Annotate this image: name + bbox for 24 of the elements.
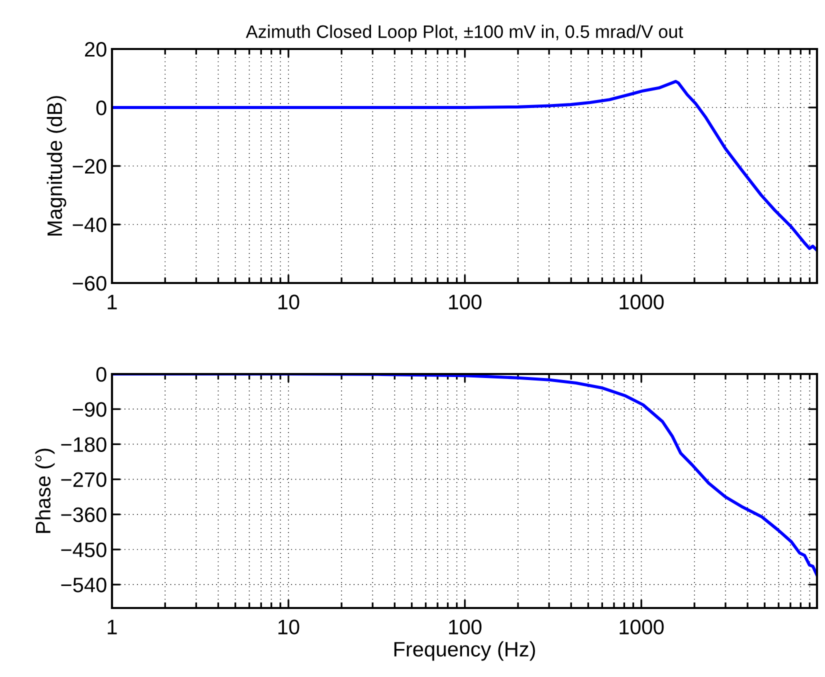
y-tick-label: −90 <box>72 402 106 417</box>
y-tick-label: −40 <box>72 218 106 232</box>
y-tick-label: 0 <box>96 367 106 382</box>
x-tick-label: 1000 <box>620 294 664 310</box>
chart-title: Azimuth Closed Loop Plot, ±100 mV in, 0.5 mrad/V out <box>246 24 684 42</box>
y-tick-label: −450 <box>61 542 106 558</box>
y-tick-label: −540 <box>61 578 106 592</box>
x-tick-label: 1 <box>108 620 117 634</box>
y-axis-title: Phase (°) <box>35 448 55 533</box>
y-tick-label: −180 <box>61 437 106 452</box>
x-tick-label: 100 <box>449 294 482 310</box>
y-tick-label: −270 <box>61 472 106 488</box>
y-tick-label: −20 <box>72 159 106 174</box>
x-tick-label: 1 <box>108 294 117 310</box>
y-axis-title: Magnitude (dB) <box>46 96 66 236</box>
x-tick-label: 1000 <box>620 620 664 634</box>
y-tick-label: −60 <box>72 276 106 291</box>
y-tick-label: −360 <box>61 507 106 522</box>
x-tick-label: 10 <box>278 294 300 310</box>
y-tick-label: 20 <box>85 42 106 57</box>
x-axis-title: Frequency (Hz) <box>394 641 535 661</box>
x-tick-label: 100 <box>449 620 482 634</box>
y-tick-label: 0 <box>96 100 106 116</box>
x-tick-label: 10 <box>278 620 300 634</box>
